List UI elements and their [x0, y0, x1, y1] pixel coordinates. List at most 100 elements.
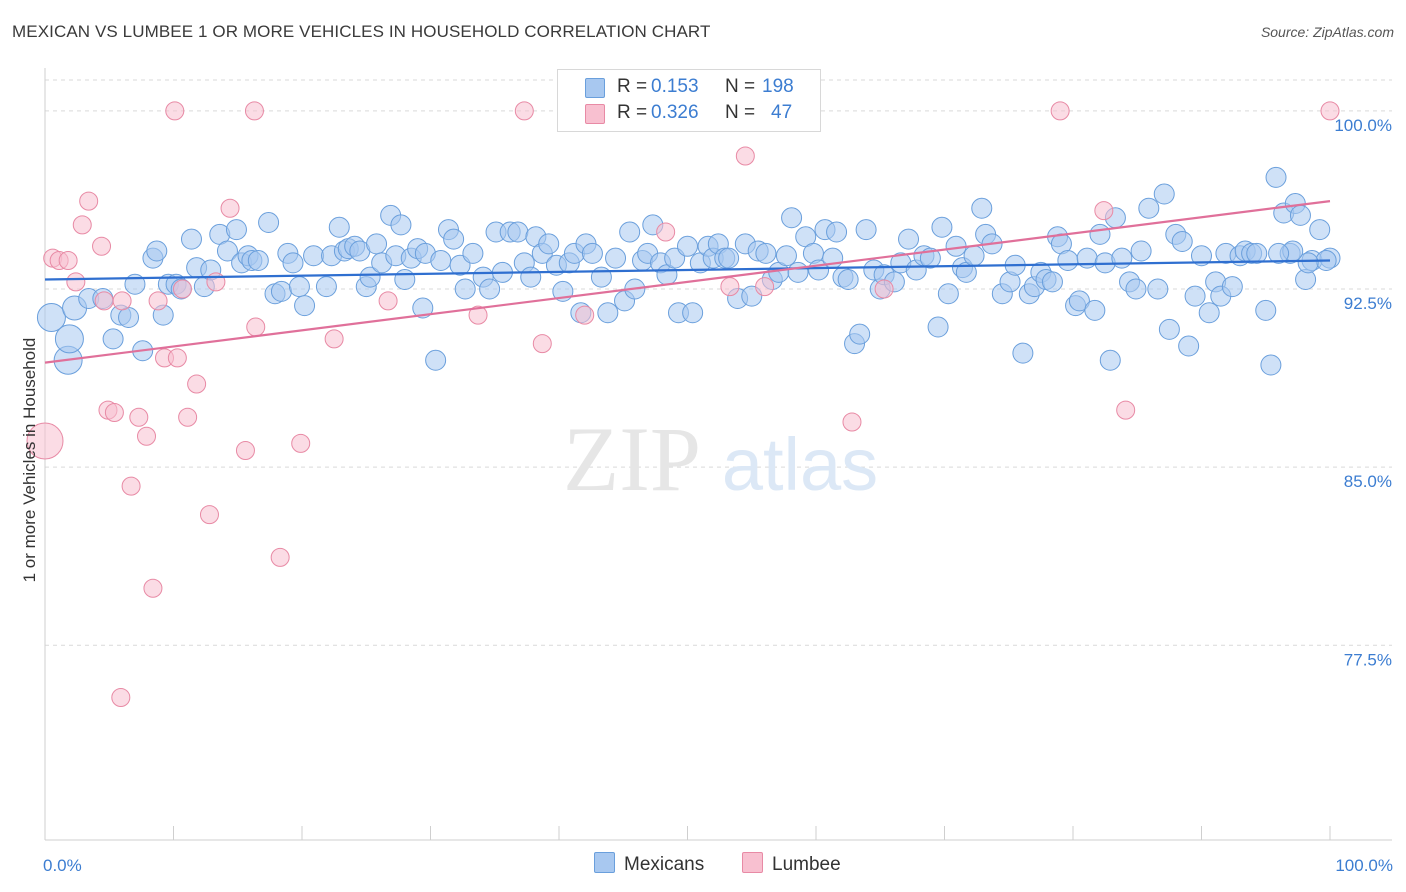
legend-label-lumbee: Lumbee: [772, 854, 841, 875]
point-mexicans: [971, 197, 993, 219]
point-lumbee: [575, 305, 595, 325]
point-mexicans: [454, 278, 476, 300]
point-mexicans: [718, 247, 740, 269]
point-mexicans: [1297, 252, 1319, 274]
point-lumbee: [378, 291, 398, 311]
point-mexicans: [36, 303, 66, 332]
point-mexicans: [366, 233, 388, 255]
point-mexicans: [1268, 242, 1290, 264]
legend-r-value: 0.153: [651, 76, 699, 97]
point-lumbee: [187, 374, 207, 394]
correlation-legend: R = 0.153 N = 198 R = 0.326 N = 47: [557, 69, 821, 132]
point-mexicans: [677, 235, 698, 257]
point-mexicans: [282, 252, 304, 274]
point-mexicans: [146, 240, 168, 262]
trend-lines: [44, 200, 1331, 364]
legend-swatch-mexicans: [585, 78, 605, 98]
point-lumbee: [79, 191, 99, 211]
point-mexicans: [390, 214, 412, 236]
legend-item-mexicans[interactable]: Mexicans: [594, 852, 704, 876]
grid-lines: [45, 79, 1392, 646]
point-lumbee: [220, 198, 240, 218]
point-mexicans: [963, 245, 985, 267]
point-mexicans: [1153, 183, 1175, 205]
point-mexicans: [247, 250, 269, 271]
point-lumbee: [291, 433, 311, 453]
point-lumbee: [94, 291, 114, 311]
point-lumbee: [143, 578, 163, 598]
y-tick-label: 92.5%: [1344, 294, 1392, 313]
series-lumbee: [26, 101, 1340, 707]
point-lumbee: [842, 412, 862, 432]
point-lumbee: [121, 476, 141, 496]
point-mexicans: [443, 228, 465, 250]
y-axis-label: 1 or more Vehicles in Household: [20, 337, 39, 583]
legend-swatch-lumbee: [585, 104, 605, 124]
point-mexicans: [1198, 302, 1220, 324]
legend-r-label: R =: [617, 76, 648, 97]
point-mexicans: [682, 302, 704, 324]
point-lumbee: [735, 146, 755, 166]
watermark-atlas: atlas: [722, 423, 878, 506]
point-mexicans: [1099, 349, 1121, 371]
point-mexicans: [619, 221, 641, 243]
point-lumbee: [270, 547, 290, 567]
point-lumbee: [92, 236, 112, 256]
point-mexicans: [507, 221, 529, 243]
point-mexicans: [1158, 318, 1180, 340]
point-mexicans: [394, 269, 416, 290]
point-mexicans: [315, 276, 337, 298]
point-lumbee: [324, 329, 344, 349]
point-mexicans: [1089, 223, 1111, 245]
point-lumbee: [129, 407, 149, 427]
point-mexicans: [303, 245, 325, 267]
legend-label-mexicans: Mexicans: [624, 854, 705, 875]
point-lumbee: [58, 251, 78, 270]
legend-r-value: 0.326: [651, 102, 699, 123]
point-mexicans: [581, 242, 603, 264]
point-mexicans: [538, 233, 560, 255]
point-mexicans: [1171, 231, 1193, 252]
point-mexicans: [1012, 342, 1034, 364]
point-mexicans: [855, 219, 877, 241]
point-lumbee: [235, 441, 255, 460]
point-mexicans: [1191, 245, 1212, 267]
point-lumbee: [1050, 101, 1070, 121]
source-label: Source: ZipAtlas.com: [1260, 24, 1394, 40]
point-mexicans: [1068, 290, 1090, 312]
point-lumbee: [532, 334, 552, 354]
point-lumbee: [26, 422, 64, 460]
point-mexicans: [479, 278, 501, 300]
legend-item-lumbee[interactable]: Lumbee: [742, 852, 841, 876]
point-mexicans: [430, 250, 452, 271]
legend-n-label: N =: [725, 102, 756, 123]
point-mexicans: [781, 207, 803, 229]
point-lumbee: [1094, 201, 1114, 221]
point-lumbee: [178, 407, 198, 427]
point-mexicans: [1309, 219, 1331, 241]
legend-n-value: 47: [771, 102, 793, 123]
point-mexicans: [787, 261, 809, 283]
point-mexicans: [1147, 278, 1169, 300]
point-mexicans: [849, 323, 871, 345]
point-mexicans: [258, 212, 280, 233]
point-mexicans: [826, 221, 848, 243]
point-lumbee: [165, 101, 185, 121]
legend-n-value: 198: [762, 76, 794, 97]
point-mexicans: [919, 247, 941, 269]
point-mexicans: [1260, 354, 1282, 376]
point-lumbee: [72, 215, 92, 235]
point-mexicans: [102, 328, 124, 350]
point-mexicans: [1041, 271, 1063, 293]
point-lumbee: [468, 305, 488, 325]
point-lumbee: [720, 277, 740, 297]
point-lumbee: [112, 291, 132, 311]
y-tick-label: 85.0%: [1344, 472, 1392, 491]
point-lumbee: [1320, 101, 1340, 121]
point-mexicans: [1246, 242, 1268, 264]
tick-labels: 77.5% 85.0% 92.5% 100.0% 0.0% 100.0%: [43, 116, 1393, 875]
point-mexicans: [180, 228, 202, 250]
series-mexicans: [36, 166, 1341, 376]
series-legend: Mexicans Lumbee: [0, 852, 1406, 878]
trend-line-lumbee: [44, 200, 1331, 364]
